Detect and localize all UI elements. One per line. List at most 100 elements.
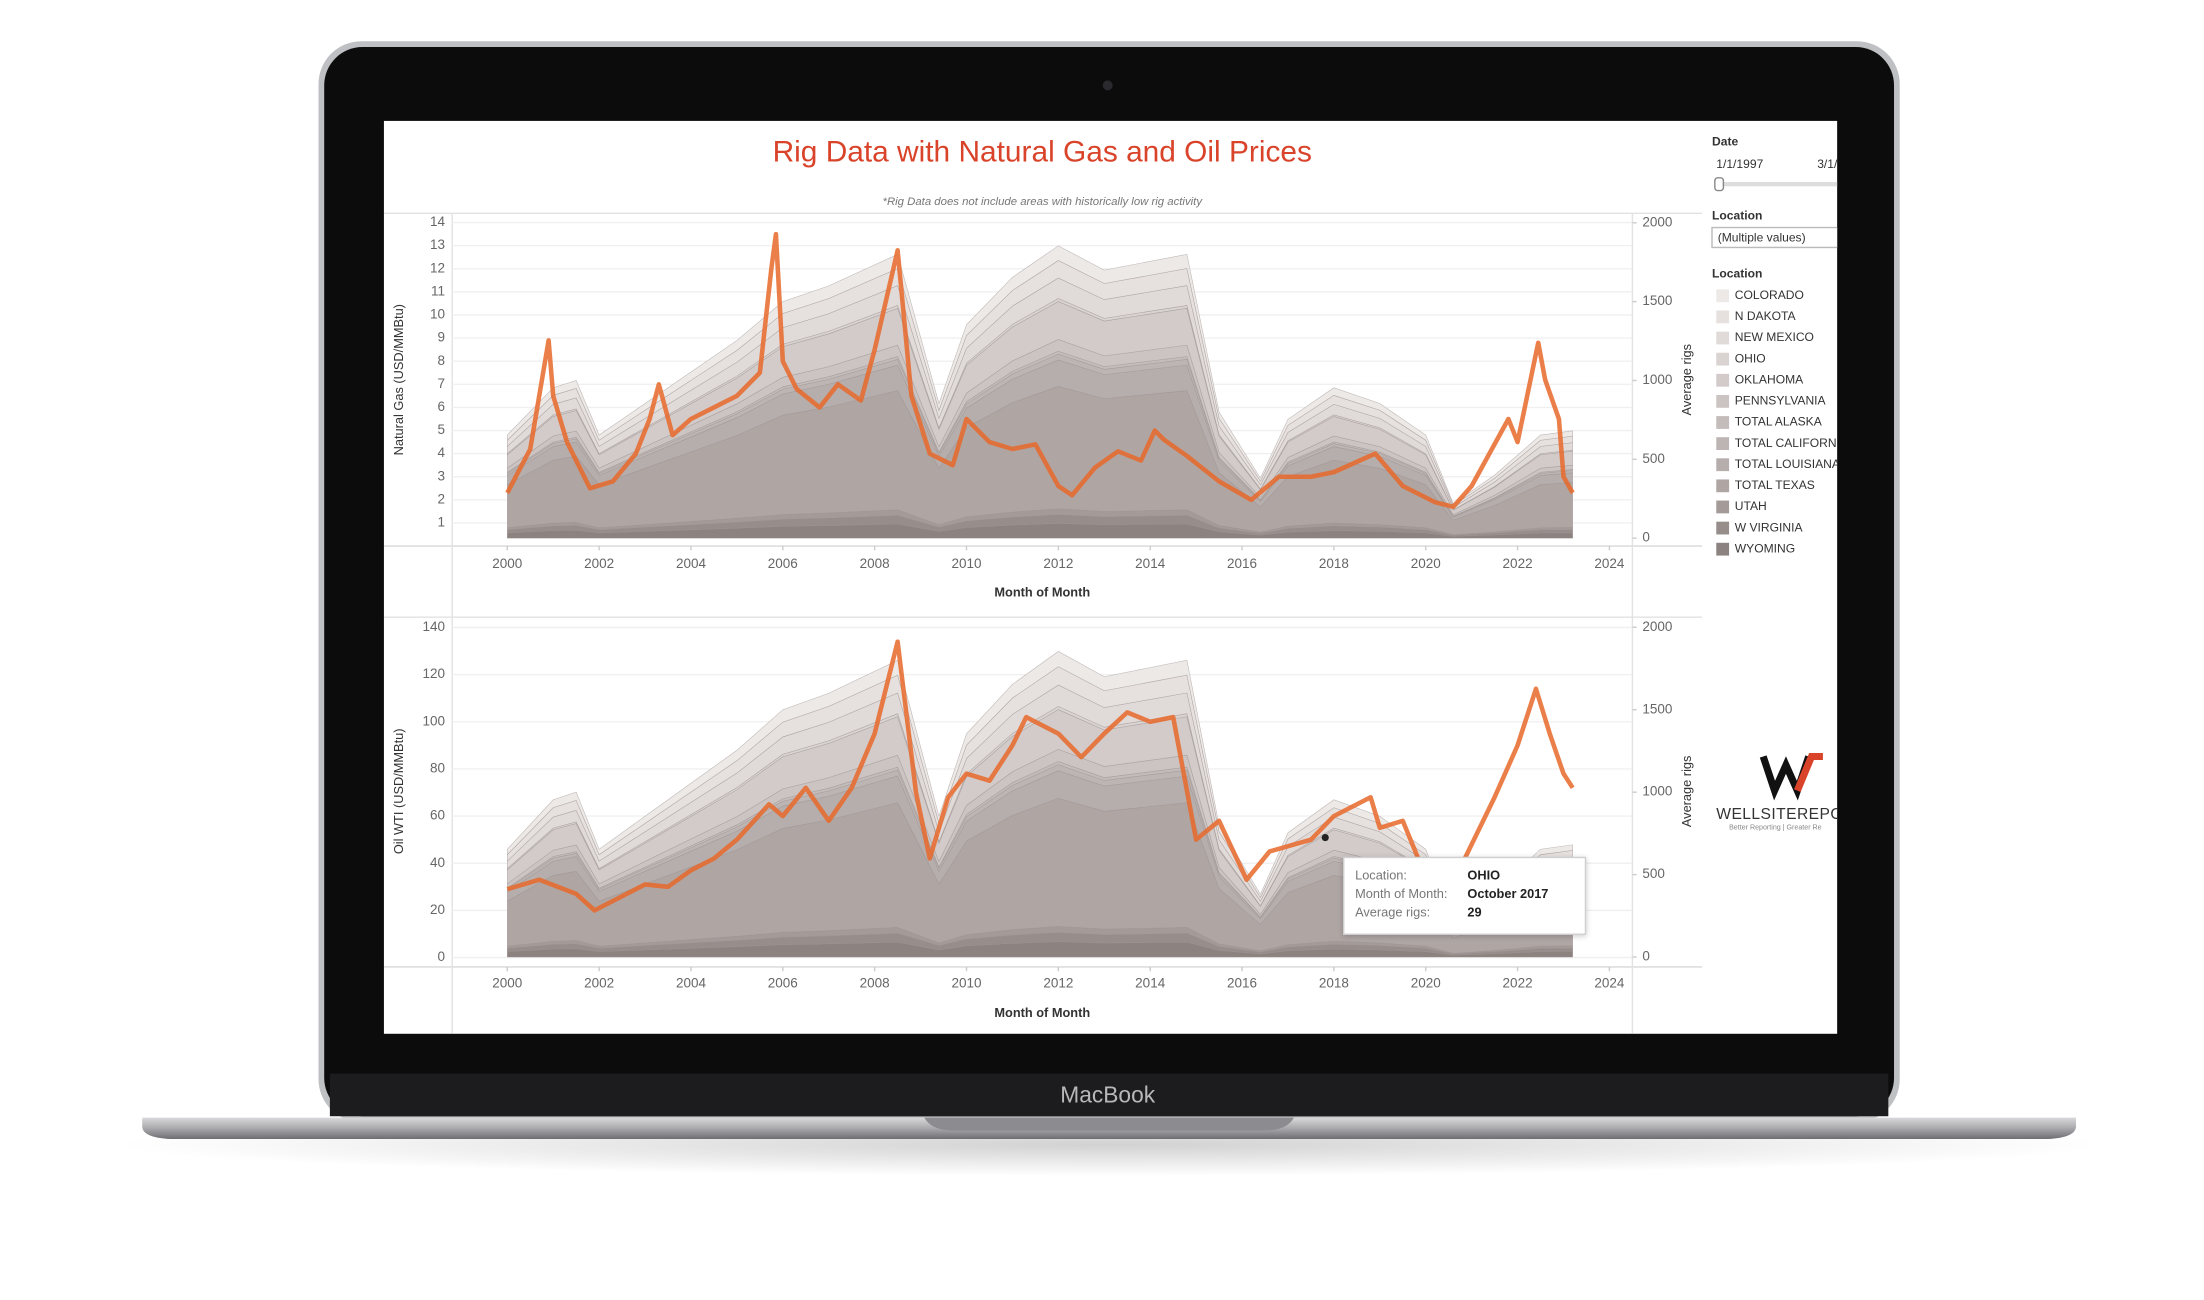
x-tick-label: 2008 [860,556,890,571]
y-tick-label: 20 [430,902,445,917]
y2-axis-title: Average rigs [1679,344,1694,416]
y-tick-label: 6 [438,399,446,414]
legend-swatch [1716,310,1730,324]
y-tick-label: 80 [430,761,445,776]
legend-title: Location [1712,267,1762,281]
x-tick-label: 2024 [1594,556,1625,571]
x-tick-label: 2006 [768,556,798,571]
y-tick-label: 13 [430,237,445,252]
y2-tick-label: 500 [1642,866,1665,881]
y-tick-label: 40 [430,855,445,870]
logo-tagline: Better Reporting | Greater Re [1729,823,1822,831]
x-tick-label: 2006 [768,976,798,991]
legend-swatch [1716,521,1730,535]
slider-track [1716,182,1838,187]
x-tick-label: 2014 [1135,976,1166,991]
y2-tick-label: 1000 [1642,784,1672,799]
x-tick-label: 2016 [1227,976,1257,991]
y2-tick-label: 1500 [1642,293,1672,308]
legend-label: N DAKOTA [1735,309,1797,323]
legend-swatch [1716,458,1730,472]
x-tick-label: 2022 [1503,556,1533,571]
legend-label: PENNSYLVANIA [1735,394,1827,408]
y-tick-label: 5 [438,422,446,437]
y-tick-label: 9 [438,330,446,345]
x-tick-label: 2002 [584,976,614,991]
x-tick-label: 2014 [1135,556,1166,571]
bezel-bottom [329,1073,1889,1117]
legend-swatch [1716,352,1730,366]
legend-label: OHIO [1735,351,1766,365]
y-tick-label: 8 [438,353,446,368]
x-tick-label: 2010 [951,556,981,571]
legend-label: UTAH [1735,499,1767,513]
tooltip-value: October 2017 [1467,886,1548,901]
tooltip-label: Location: [1355,867,1407,882]
legend-swatch [1716,394,1730,408]
legend-label: TOTAL TEXAS [1735,478,1815,492]
hover-point [1321,833,1329,842]
legend-label: TOTAL LOUISIANA [1735,457,1841,471]
legend-label: COLORADO [1735,288,1804,302]
y-tick-label: 2 [438,491,446,506]
legend-swatch [1716,437,1730,451]
y-tick-label: 1 [438,515,446,530]
y-axis-title: Oil WTI (USD/MMBtu) [391,728,406,854]
legend-swatch [1716,331,1730,345]
y-tick-label: 3 [438,468,446,483]
legend-label: OKLAHOMA [1735,372,1804,386]
dropdown-value: (Multiple values) [1718,230,1806,244]
y-tick-label: 100 [423,713,446,728]
y2-tick-label: 0 [1642,949,1650,964]
legend-swatch [1716,542,1730,556]
camera [1102,80,1113,91]
filter-title: Location [1712,208,1762,222]
tooltip-box [1343,856,1587,935]
y-tick-label: 14 [430,214,446,229]
legend-swatch [1716,289,1730,303]
y2-tick-label: 500 [1642,451,1665,466]
slider-handle[interactable] [1714,177,1725,192]
legend-swatch [1716,500,1730,514]
tooltip-label: Month of Month: [1355,886,1447,901]
logo-mark [1794,752,1823,792]
base-notch [924,1117,1294,1131]
y2-tick-label: 2000 [1642,214,1672,229]
y2-tick-label: 0 [1642,530,1650,545]
x-tick-label: 2024 [1594,976,1625,991]
dashboard-title: Rig Data with Natural Gas and Oil Prices [773,135,1312,168]
y-tick-label: 60 [430,808,445,823]
y-tick-label: 11 [431,283,445,298]
x-tick-label: 2000 [492,556,522,571]
legend-label: W VIRGINIA [1735,520,1804,534]
y-tick-label: 4 [438,445,446,460]
price-line [505,231,1575,510]
x-tick-label: 2016 [1227,556,1257,571]
x-tick-label: 2008 [860,976,890,991]
x-tick-label: 2004 [676,556,707,571]
location-dropdown[interactable] [1711,226,1854,249]
y2-tick-label: 1000 [1642,372,1672,387]
date-end: 3/1/ [1817,157,1838,171]
logo-name: WELLSITEREPO [1716,806,1843,823]
x-tick-label: 2018 [1319,976,1349,991]
x-tick-label: 2012 [1043,556,1073,571]
legend-swatch [1716,416,1730,429]
x-axis-title: Month of Month [994,1005,1090,1020]
y2-tick-label: 1500 [1642,701,1672,716]
legend-swatch [1716,373,1730,387]
y-tick-label: 12 [430,260,445,275]
x-axis-title: Month of Month [994,584,1090,599]
y-tick-label: 10 [430,307,445,322]
date-start: 1/1/1997 [1716,157,1763,171]
x-tick-label: 2000 [492,976,522,991]
legend-swatch [1716,479,1730,493]
note: *Rig Data does not include areas with hi… [883,196,1204,208]
tooltip-label: Average rigs: [1355,904,1430,919]
x-tick-label: 2022 [1503,976,1533,991]
x-tick-label: 2020 [1411,976,1441,991]
x-tick-label: 2018 [1319,556,1349,571]
price-line [506,639,1575,913]
